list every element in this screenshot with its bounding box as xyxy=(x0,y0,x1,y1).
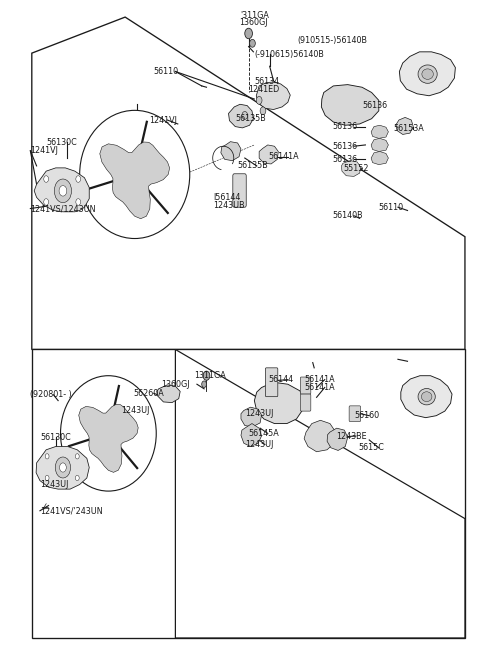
Text: 56130C: 56130C xyxy=(40,433,71,442)
FancyBboxPatch shape xyxy=(349,406,360,422)
Text: 1243UB: 1243UB xyxy=(213,201,245,210)
Polygon shape xyxy=(256,82,290,110)
Text: 56153A: 56153A xyxy=(393,124,424,133)
Text: 1243UJ: 1243UJ xyxy=(121,406,150,415)
Text: 56140B: 56140B xyxy=(332,212,362,220)
Text: l56144: l56144 xyxy=(214,193,241,202)
Polygon shape xyxy=(401,376,452,418)
Text: 56136: 56136 xyxy=(362,101,387,110)
Bar xyxy=(32,350,465,638)
Ellipse shape xyxy=(418,65,437,83)
Polygon shape xyxy=(254,382,305,424)
Polygon shape xyxy=(175,350,465,638)
Text: '311GA: '311GA xyxy=(240,11,269,20)
Polygon shape xyxy=(100,142,169,219)
Text: 56135B: 56135B xyxy=(238,162,268,170)
Circle shape xyxy=(203,371,210,380)
Circle shape xyxy=(45,476,49,481)
Circle shape xyxy=(45,454,49,459)
Circle shape xyxy=(75,476,79,481)
Text: (910515-)56140B: (910515-)56140B xyxy=(298,35,367,45)
Text: 56110: 56110 xyxy=(379,203,404,212)
Text: 1243UJ: 1243UJ xyxy=(40,480,68,489)
Ellipse shape xyxy=(60,376,156,491)
Polygon shape xyxy=(341,161,360,176)
Text: 56136: 56136 xyxy=(332,142,357,150)
Text: 56135B: 56135B xyxy=(235,114,266,124)
Circle shape xyxy=(121,156,148,193)
Ellipse shape xyxy=(418,388,435,405)
Polygon shape xyxy=(34,168,89,212)
Circle shape xyxy=(245,28,252,39)
Circle shape xyxy=(76,198,81,205)
Polygon shape xyxy=(322,85,379,125)
Polygon shape xyxy=(371,125,388,139)
Circle shape xyxy=(59,185,67,196)
Text: 56141A: 56141A xyxy=(305,375,335,384)
Text: 56145A: 56145A xyxy=(248,429,279,438)
Circle shape xyxy=(44,198,48,205)
Polygon shape xyxy=(241,407,262,427)
Text: 1360GJ: 1360GJ xyxy=(161,380,190,389)
Circle shape xyxy=(250,39,255,47)
Ellipse shape xyxy=(80,110,190,238)
Text: (-910615)56140B: (-910615)56140B xyxy=(254,50,324,59)
Text: 56260A: 56260A xyxy=(134,389,165,398)
Text: 56136: 56136 xyxy=(332,155,357,164)
Polygon shape xyxy=(241,424,262,447)
Circle shape xyxy=(260,107,266,115)
FancyBboxPatch shape xyxy=(300,394,311,411)
Polygon shape xyxy=(371,139,388,152)
Text: 56141A: 56141A xyxy=(305,383,335,392)
Text: 55152: 55152 xyxy=(343,164,369,173)
Text: 56141A: 56141A xyxy=(269,152,300,161)
Polygon shape xyxy=(32,17,465,350)
Polygon shape xyxy=(79,404,138,472)
Text: 1241VS/'243UN: 1241VS/'243UN xyxy=(40,507,103,515)
Text: 1241VJ: 1241VJ xyxy=(30,147,58,155)
Text: 56130C: 56130C xyxy=(46,138,77,147)
Text: 1241ED: 1241ED xyxy=(249,85,280,94)
Polygon shape xyxy=(399,52,456,96)
Polygon shape xyxy=(228,104,253,128)
Text: 1243BE: 1243BE xyxy=(336,432,366,441)
Text: 1243UJ: 1243UJ xyxy=(245,409,273,419)
Circle shape xyxy=(55,457,71,478)
Polygon shape xyxy=(304,420,336,452)
Text: 1360GJ: 1360GJ xyxy=(239,18,267,28)
Ellipse shape xyxy=(422,69,433,79)
Text: 56134: 56134 xyxy=(254,77,279,86)
Circle shape xyxy=(75,454,79,459)
Circle shape xyxy=(76,175,81,182)
Text: 56144: 56144 xyxy=(269,375,294,384)
Text: 1311GA: 1311GA xyxy=(194,371,226,380)
Text: 56110: 56110 xyxy=(154,67,179,76)
Polygon shape xyxy=(36,447,89,489)
Text: 1243UJ: 1243UJ xyxy=(245,440,273,449)
Ellipse shape xyxy=(421,392,432,401)
Polygon shape xyxy=(396,118,413,135)
Polygon shape xyxy=(259,145,278,164)
Text: 1241VS/1243UN: 1241VS/1243UN xyxy=(30,204,96,213)
Polygon shape xyxy=(157,385,180,403)
Circle shape xyxy=(54,179,72,202)
FancyBboxPatch shape xyxy=(300,377,311,394)
Text: (920801- ): (920801- ) xyxy=(30,390,72,399)
Text: 5615C: 5615C xyxy=(359,443,384,452)
Circle shape xyxy=(202,381,206,388)
Polygon shape xyxy=(327,428,348,451)
FancyBboxPatch shape xyxy=(265,368,278,397)
Circle shape xyxy=(60,463,66,472)
Polygon shape xyxy=(371,152,388,165)
Circle shape xyxy=(44,175,48,182)
Circle shape xyxy=(256,97,262,104)
Circle shape xyxy=(97,418,120,449)
Polygon shape xyxy=(221,142,241,161)
Text: 56160: 56160 xyxy=(354,411,379,420)
Text: 56136: 56136 xyxy=(332,122,357,131)
Circle shape xyxy=(242,112,248,120)
FancyBboxPatch shape xyxy=(233,173,246,207)
Text: 1241VJ: 1241VJ xyxy=(149,116,177,125)
